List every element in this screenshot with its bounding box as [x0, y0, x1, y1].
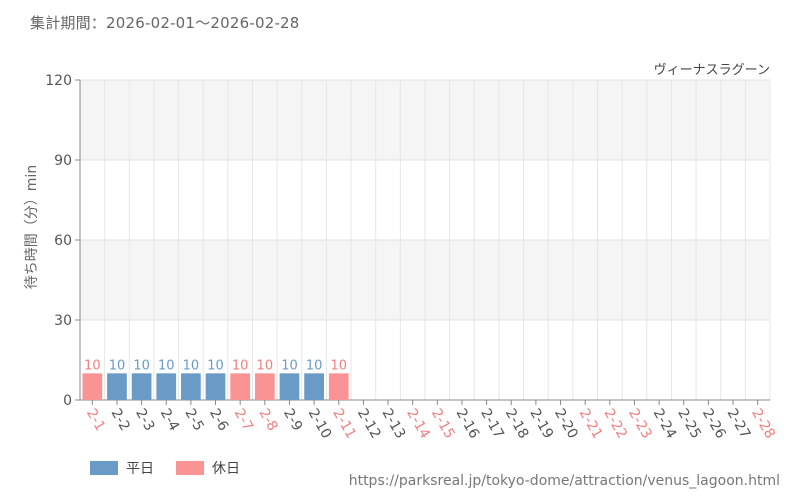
- legend-swatch-weekday: [90, 461, 118, 475]
- x-tick-label-2-21: 2-21: [576, 406, 606, 442]
- x-tick-label-2-7: 2-7: [231, 406, 256, 434]
- source-url: https://parksreal.jp/tokyo-dome/attracti…: [348, 473, 780, 489]
- chart-title: ヴィーナスラグーン: [654, 62, 770, 78]
- x-tick-label-2-6: 2-6: [206, 406, 231, 434]
- data-label-2-9: 10: [281, 358, 298, 373]
- data-label-2-6: 10: [207, 358, 224, 373]
- x-tick-label-2-11: 2-11: [329, 406, 359, 442]
- legend-item-weekday: 平日: [90, 458, 154, 478]
- bar-2-6: [205, 373, 226, 400]
- x-tick-label-2-26: 2-26: [699, 406, 729, 442]
- data-label-2-11: 10: [330, 358, 347, 373]
- x-tick-label-2-1: 2-1: [83, 406, 108, 434]
- data-label-2-7: 10: [232, 358, 249, 373]
- y-tick-label: 30: [54, 313, 72, 329]
- x-tick-label-2-22: 2-22: [600, 406, 630, 442]
- x-tick-label-2-17: 2-17: [477, 406, 507, 442]
- x-tick-label-2-28: 2-28: [748, 406, 778, 442]
- x-tick-label-2-8: 2-8: [255, 406, 280, 434]
- x-tick-label-2-25: 2-25: [674, 406, 704, 442]
- x-tick-label-2-4: 2-4: [157, 406, 182, 434]
- x-tick-label-2-24: 2-24: [650, 406, 680, 442]
- x-tick-label-2-27: 2-27: [724, 406, 754, 442]
- data-label-2-10: 10: [306, 358, 323, 373]
- x-tick-label-2-14: 2-14: [403, 406, 433, 442]
- bar-2-1: [82, 373, 103, 400]
- collection-period: 集計期間：2026-02-01～2026-02-28: [30, 14, 300, 32]
- data-label-2-4: 10: [158, 358, 175, 373]
- legend-swatch-holiday: [176, 461, 204, 475]
- x-tick-label-2-23: 2-23: [625, 406, 655, 442]
- bar-2-8: [254, 373, 275, 400]
- bar-2-2: [107, 373, 127, 400]
- data-label-2-5: 10: [183, 358, 200, 373]
- bar-2-9: [279, 373, 300, 400]
- x-tick-label-2-9: 2-9: [280, 406, 305, 434]
- x-tick-label-2-12: 2-12: [354, 406, 384, 442]
- legend-label-weekday: 平日: [126, 461, 154, 477]
- x-tick-label-2-13: 2-13: [379, 406, 409, 442]
- y-tick-label: 0: [63, 393, 72, 409]
- data-label-2-1: 10: [84, 358, 101, 373]
- legend-item-holiday: 休日: [176, 458, 240, 478]
- x-tick-label-2-10: 2-10: [305, 406, 335, 442]
- x-tick-label-2-5: 2-5: [181, 406, 206, 434]
- y-tick-label: 120: [45, 73, 72, 89]
- x-tick-label-2-2: 2-2: [108, 406, 133, 434]
- bar-2-4: [156, 373, 177, 400]
- x-tick-label-2-15: 2-15: [428, 406, 458, 442]
- legend: 平日 休日: [90, 458, 240, 478]
- bar-2-11: [328, 373, 349, 400]
- legend-label-holiday: 休日: [212, 461, 240, 477]
- data-label-2-3: 10: [133, 358, 150, 373]
- y-tick-label: 90: [54, 153, 72, 169]
- x-tick-label-2-20: 2-20: [551, 406, 581, 442]
- x-tick-label-2-3: 2-3: [132, 406, 157, 434]
- data-label-2-2: 10: [109, 358, 126, 373]
- data-label-2-8: 10: [257, 358, 274, 373]
- bar-2-7: [230, 373, 251, 400]
- x-tick-label-2-19: 2-19: [526, 406, 556, 442]
- y-tick-label: 60: [54, 233, 72, 249]
- bar-2-5: [181, 373, 201, 400]
- x-tick-label-2-16: 2-16: [453, 406, 483, 442]
- bar-2-3: [131, 373, 152, 400]
- x-tick-label-2-18: 2-18: [502, 406, 532, 442]
- bar-2-10: [304, 373, 324, 400]
